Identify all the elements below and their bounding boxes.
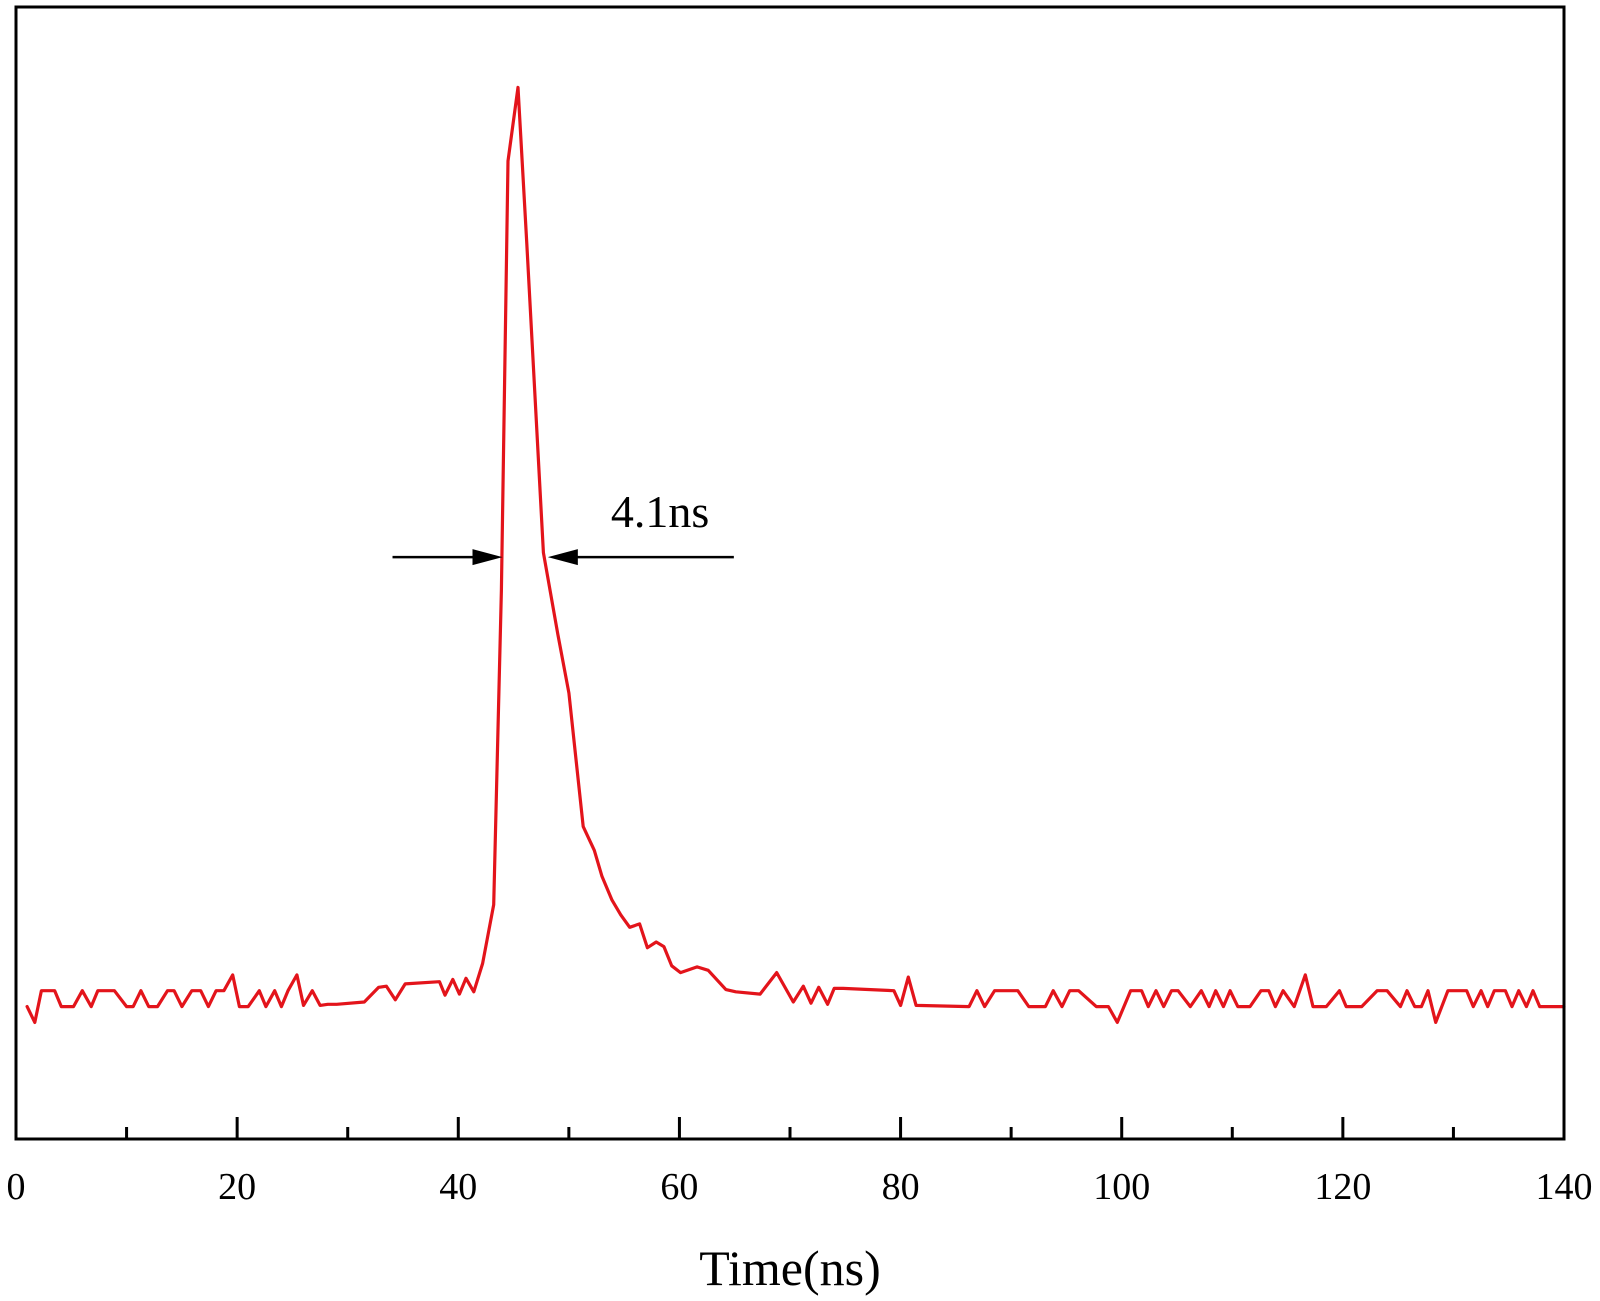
x-tick-label: 0 [7, 1166, 26, 1208]
fwhm-annotation: 4.1ns [392, 486, 734, 566]
x-axis-tick-labels: 0 20 40 60 80 100 120 140 [7, 1166, 1593, 1208]
x-tick-label: 100 [1093, 1166, 1150, 1208]
left-arrow-head [472, 549, 503, 566]
x-axis-ticks [14, 1117, 1566, 1139]
annotation-label: 4.1ns [611, 486, 709, 537]
x-tick-label: 120 [1314, 1166, 1371, 1208]
series-line [25, 85, 1566, 1024]
x-tick-label: 20 [218, 1166, 256, 1208]
x-axis-title: Time(ns) [699, 1240, 881, 1296]
x-tick-label: 40 [439, 1166, 477, 1208]
x-tick-label: 80 [882, 1166, 920, 1208]
right-arrow-head [547, 549, 578, 566]
x-tick-label: 140 [1536, 1166, 1593, 1208]
x-tick-label: 60 [660, 1166, 698, 1208]
plot-frame [14, 5, 1566, 1141]
